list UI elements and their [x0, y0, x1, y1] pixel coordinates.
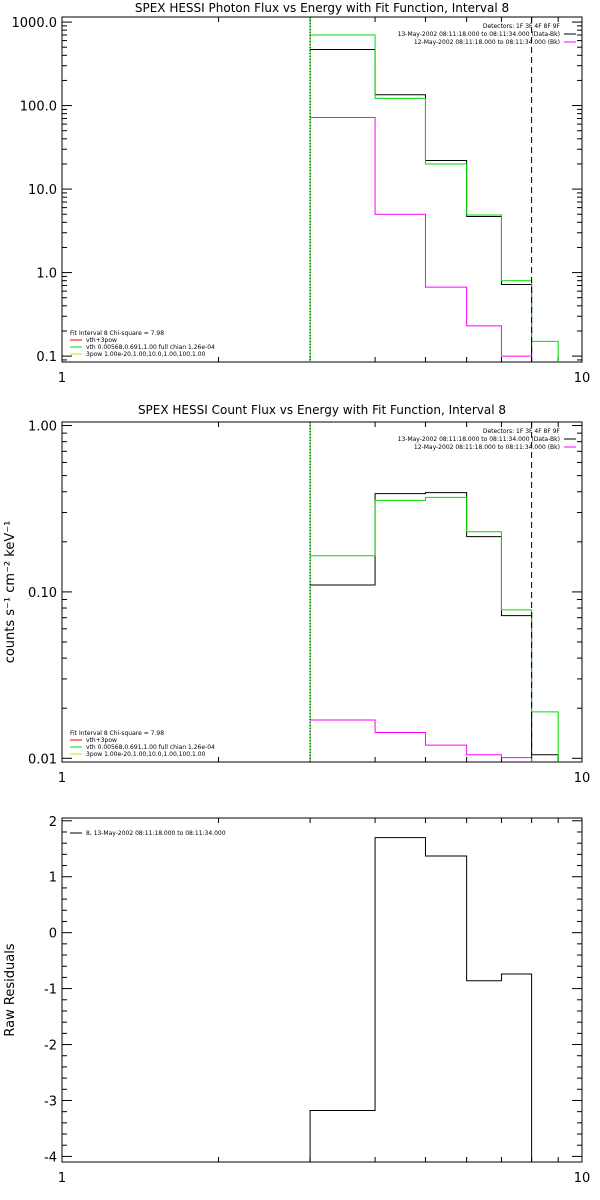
legend-left-entry: vth 0.00568,0.691,1.00 full chian 1.26e-… — [86, 344, 215, 351]
y-tick-label: 1.00 — [28, 420, 57, 435]
y-tick-label: -4 — [44, 1150, 57, 1165]
y-tick-label: -2 — [44, 1039, 57, 1054]
x-tick-label: 10 — [574, 371, 591, 386]
legend-left-entry: vth+3pow — [86, 737, 117, 744]
x-tick-label: 1 — [58, 371, 66, 386]
chart-3: 1 10 -4 -3 -2 -1 0 1 2 Raw Residuals 8, 13-May-200… — [3, 815, 590, 1186]
series-3-histogram — [310, 116, 533, 362]
legend-right-entry: 13-May-2002 08:11:18.000 to 08:11:34.000… — [398, 436, 560, 443]
y-axis-label: Raw Residuals — [3, 943, 18, 1036]
legend-left-entry: vth+3pow — [86, 337, 117, 344]
legend-right-entry: Detectors: 1F 3F 4F 8F 9F — [483, 23, 561, 30]
y-tick-label: -1 — [44, 983, 57, 998]
y-tick-label: 2 — [49, 815, 57, 830]
plot-frame — [61, 421, 583, 763]
y-tick-label: 10.0 — [28, 183, 57, 198]
series-2-histogram — [310, 496, 559, 762]
x-tick-label: 10 — [574, 771, 591, 786]
y-tick-label: 100.0 — [20, 100, 57, 115]
y-tick-label: -3 — [44, 1094, 57, 1109]
legend-right-entry: 13-May-2002 08:11:18.000 to 08:11:34.000… — [398, 31, 560, 38]
chart-2: SPEX HESSI Count Flux vs Energy with Fit… — [3, 403, 590, 786]
x-tick-label: 1 — [58, 1171, 66, 1186]
y-tick-label: 1.0 — [36, 267, 57, 282]
plot-frame — [61, 817, 583, 1163]
legend-right-entry: 12-May-2002 08:11:18.000 to 08:11:34.000… — [414, 444, 560, 451]
chart-title: SPEX HESSI Count Flux vs Energy with Fit… — [138, 403, 506, 417]
legend-left-entry: vth 0.00568,0.691,1.00 full chian 1.26e-… — [86, 744, 215, 751]
x-tick-label: 1 — [58, 771, 66, 786]
series-2-histogram — [310, 34, 559, 362]
y-tick-label: 0.10 — [28, 586, 57, 601]
y-tick-label: 0.1 — [36, 350, 57, 365]
chart-title: SPEX HESSI Photon Flux vs Energy with Fi… — [135, 1, 509, 15]
legend-left-entry: Fit Interval 8 Chi-square = 7.98 — [70, 330, 164, 337]
y-axis-label: counts s⁻¹ cm⁻² keV⁻¹ — [3, 521, 18, 664]
y-tick-label: 1 — [49, 871, 57, 886]
legend-left-entry: 3pow 1.00e-20,1.00,10.0,1.00,100,1.00 — [86, 751, 206, 758]
chart-1: SPEX HESSI Photon Flux vs Energy with Fi… — [12, 1, 591, 386]
y-tick-label: 0 — [49, 927, 57, 942]
series-1-histogram — [310, 48, 533, 362]
y-tick-label: 0.01 — [28, 752, 57, 767]
legend-right-entry: Detectors: 1F 3F 4F 8F 9F — [483, 428, 561, 435]
y-tick-label: 1000.0 — [12, 16, 58, 31]
legend-right-entry: 12-May-2002 08:11:18.000 to 08:11:34.000… — [414, 39, 560, 46]
plot-frame — [61, 16, 583, 363]
series-1-histogram — [310, 492, 559, 762]
legend-left-entry: Fit Interval 8 Chi-square = 7.98 — [70, 730, 164, 737]
x-tick-label: 10 — [574, 1171, 591, 1186]
series-3-histogram — [310, 719, 533, 762]
series-1-histogram — [309, 837, 533, 1162]
legend-left-entry: 3pow 1.00e-20,1.00,10.0,1.00,100,1.00 — [86, 351, 206, 358]
legend-left-entry: 8, 13-May-2002 08:11:18.000 to 08:11:34.… — [86, 830, 226, 837]
